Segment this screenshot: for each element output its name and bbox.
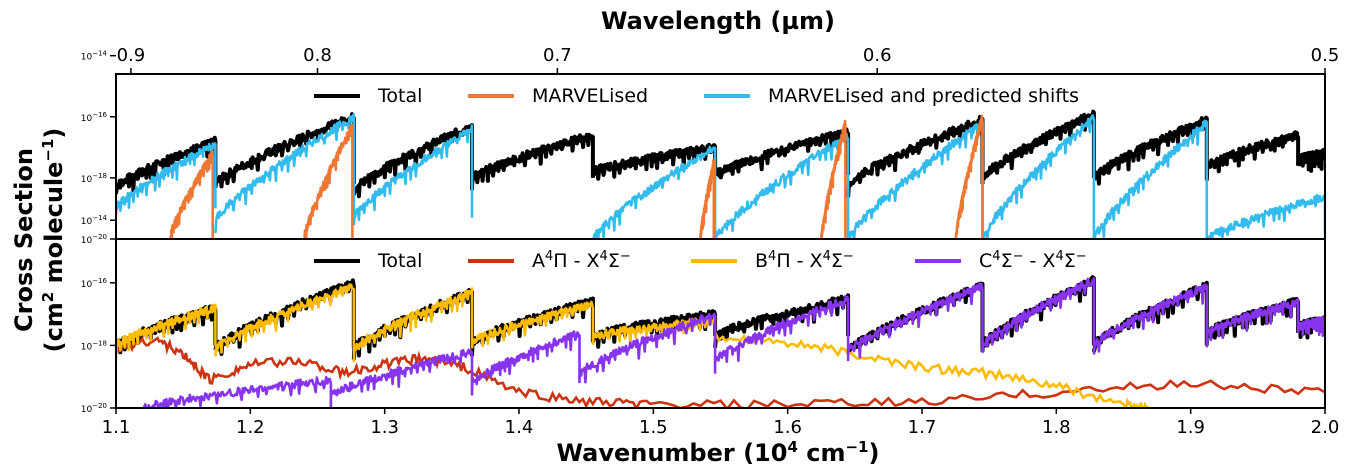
series-band	[303, 124, 354, 239]
legend-label: MARVELised and predicted shifts	[768, 85, 1079, 107]
series-band	[142, 375, 333, 408]
series-band	[1296, 316, 1325, 337]
legend-label: B4Π - X4Σ−	[755, 249, 854, 273]
legend-bottom: Total A4Π - X4Σ− B4Π - X4Σ− C4Σ− - X4Σ−	[314, 249, 1087, 273]
series-band	[846, 282, 984, 359]
y-tick-label: 10−20	[81, 233, 107, 246]
series-band	[713, 293, 851, 348]
series-band	[954, 114, 984, 239]
x-tick-label: 1.1	[102, 417, 131, 438]
series-band	[352, 124, 474, 226]
legend-item: Total	[314, 250, 422, 272]
legend-item: C4Σ− - X4Σ−	[915, 249, 1087, 273]
top-axis-ticks: 0.9 0.8 0.7 0.6 0.5	[117, 45, 1340, 74]
series-band	[847, 119, 984, 239]
y-tick-label: 10−20	[81, 402, 107, 415]
y-axis-title-line2: (cm2 molecule−1)	[39, 128, 68, 353]
y-tick-label: 10−16	[81, 277, 108, 290]
top-tick-label: 0.5	[1311, 45, 1340, 66]
legend-label: A4Π - X4Σ−	[532, 249, 631, 273]
y-tick-label: 10−18	[81, 172, 107, 185]
series-band	[714, 132, 850, 239]
legend-label: C4Σ− - X4Σ−	[979, 249, 1087, 273]
series-band	[713, 295, 850, 364]
series-line	[116, 335, 1325, 408]
top-tick-label: 0.9	[117, 45, 146, 66]
legend-label: Total	[377, 250, 422, 272]
top-tick-label: 0.6	[863, 45, 892, 66]
top-tick-label: 0.8	[303, 45, 332, 66]
series-a	[116, 335, 1325, 408]
series-band	[470, 330, 581, 391]
series-band	[329, 348, 474, 397]
legend-item: MARVELised and predicted shifts	[704, 85, 1079, 107]
series-band	[1091, 115, 1209, 186]
x-tick-label: 1.6	[773, 417, 802, 438]
series-band	[214, 113, 356, 234]
x-axis-title: Wavenumber (104 cm−1)	[557, 438, 880, 467]
y-tick-label: 10−16	[81, 111, 108, 124]
series-band	[1205, 298, 1300, 348]
y-tick-label: 10−18	[81, 339, 107, 352]
series-total	[116, 109, 1325, 199]
x-tick-label: 1.7	[908, 417, 937, 438]
legend-item: A4Π - X4Σ−	[468, 249, 631, 273]
x-axis-ticks: 1.1 1.2 1.3 1.4 1.5 1.6 1.7 1.8 1.9 2.0	[102, 408, 1340, 438]
series-band	[1206, 193, 1325, 239]
series-marvelised	[168, 114, 984, 239]
series-band	[713, 127, 851, 180]
series-band	[470, 132, 595, 188]
series-band	[980, 109, 1096, 181]
series-band	[592, 145, 717, 239]
series-band	[981, 114, 1096, 239]
x-tick-label: 1.2	[236, 417, 265, 438]
series-line	[713, 331, 1151, 408]
series-b	[116, 283, 1151, 408]
x-tick-label: 2.0	[1311, 417, 1340, 438]
series-band	[1204, 130, 1301, 181]
x-tick-label: 1.5	[639, 417, 668, 438]
y-axis-title-line1: Cross Section	[10, 148, 38, 332]
legend-item: MARVELised	[468, 85, 648, 107]
top-tick-label: 0.7	[543, 45, 572, 66]
series-band	[168, 149, 214, 239]
x-tick-label: 1.3	[370, 417, 399, 438]
top-axis-title: Wavelength (µm)	[601, 7, 835, 35]
series-band	[352, 287, 474, 363]
series-band	[213, 112, 356, 189]
legend-label: MARVELised	[532, 85, 648, 107]
x-tick-label: 1.4	[505, 417, 534, 438]
legend-top: Total MARVELised MARVELised and predicted …	[314, 85, 1079, 107]
legend-label: Total	[377, 85, 422, 107]
y-tick-label: 10−14	[81, 50, 108, 63]
panel-bottom-frame	[115, 238, 1326, 409]
x-tick-label: 1.9	[1176, 417, 1205, 438]
panel-top: Total MARVELised MARVELised and predicted …	[81, 50, 1325, 246]
series-band	[820, 119, 847, 239]
series-band	[699, 158, 716, 239]
y-axis-title: Cross Section (cm2 molecule−1)	[10, 128, 68, 353]
legend-item: B4Π - X4Σ−	[691, 249, 854, 273]
series-band	[846, 115, 985, 198]
series-band	[981, 277, 1096, 353]
series-marvelised-and-predicted-shifts	[116, 113, 1325, 239]
y-tick-label: 10−14	[81, 214, 108, 227]
series-band	[1092, 283, 1209, 355]
series-band	[116, 303, 217, 359]
x-tick-label: 1.8	[1042, 417, 1071, 438]
panel-bottom: Total A4Π - X4Σ− B4Π - X4Σ− C4Σ− - X4Σ− 10−…	[81, 214, 1325, 415]
series-band	[1296, 147, 1325, 173]
legend-item: Total	[314, 85, 422, 107]
series-band	[590, 142, 718, 181]
series-band	[578, 312, 717, 384]
series-band	[470, 300, 595, 349]
series-band	[116, 142, 217, 215]
series-band	[1093, 119, 1209, 239]
series-band	[351, 123, 474, 199]
series-band	[214, 283, 356, 357]
series-c	[142, 277, 1325, 408]
